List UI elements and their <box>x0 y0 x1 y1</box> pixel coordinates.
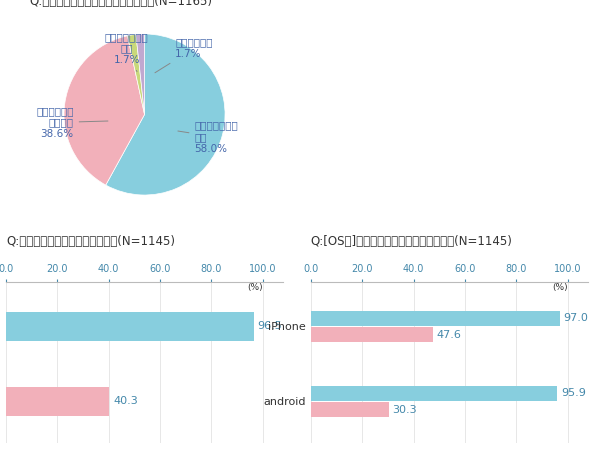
Text: (%): (%) <box>247 284 263 292</box>
Text: 40.3: 40.3 <box>113 396 138 406</box>
Wedge shape <box>64 36 144 185</box>
Wedge shape <box>128 35 144 114</box>
Text: 95.9: 95.9 <box>561 388 586 398</box>
Text: どちらもない
1.7%: どちらもない 1.7% <box>155 38 213 73</box>
Text: 47.6: 47.6 <box>437 330 462 340</box>
Text: Q:[OS別]ダウンロードしたアプリの料金(N=1145): Q:[OS別]ダウンロードしたアプリの料金(N=1145) <box>311 236 513 248</box>
Text: 無料アプリのみ
ある
58.0%: 無料アプリのみ ある 58.0% <box>178 120 238 154</box>
Text: 96.5: 96.5 <box>257 321 282 331</box>
Bar <box>6 312 254 341</box>
Wedge shape <box>106 34 225 195</box>
Bar <box>311 402 388 417</box>
Text: 97.0: 97.0 <box>564 313 589 323</box>
Text: Q:ダウンロードしたアプリの料金(N=1145): Q:ダウンロードしたアプリの料金(N=1145) <box>6 236 175 248</box>
Bar <box>311 311 560 326</box>
Bar <box>311 327 433 342</box>
Text: (%): (%) <box>552 284 567 292</box>
Text: Q:スマホでのアプリダウンロード経験(N=1165): Q:スマホでのアプリダウンロード経験(N=1165) <box>29 0 213 8</box>
Bar <box>311 386 557 401</box>
Wedge shape <box>136 34 144 114</box>
Text: 30.3: 30.3 <box>393 405 417 414</box>
Text: 有料アプリのみ
ある
1.7%: 有料アプリのみ ある 1.7% <box>105 32 148 71</box>
Bar <box>6 387 109 416</box>
Text: 無料も有料も
両方ある
38.6%: 無料も有料も 両方ある 38.6% <box>36 106 108 139</box>
